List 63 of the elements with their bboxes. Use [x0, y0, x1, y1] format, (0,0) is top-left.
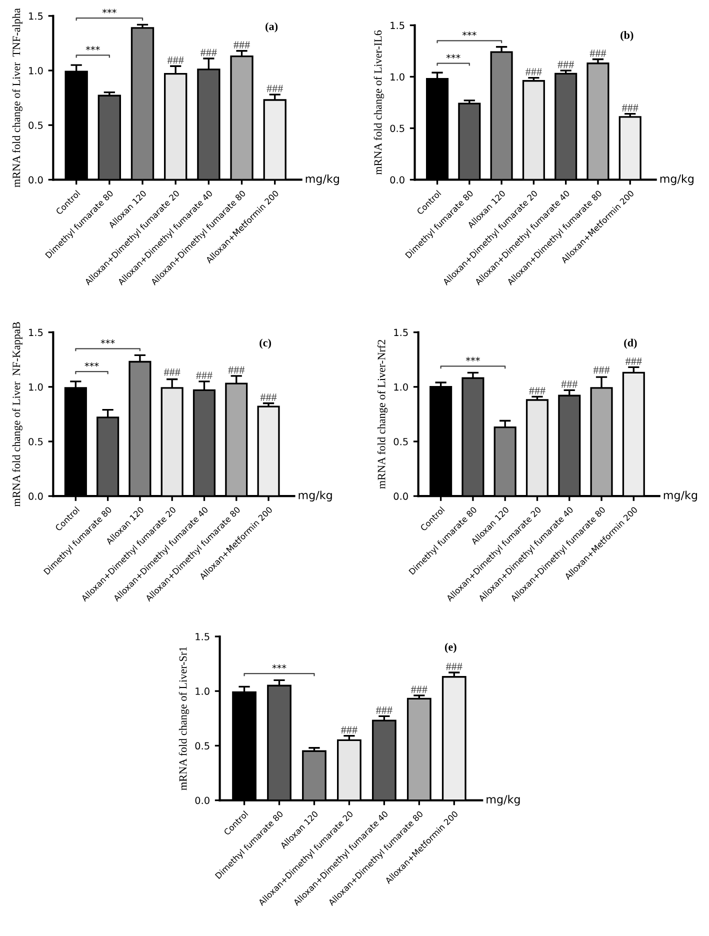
y-tick-label: 1.0: [196, 688, 210, 695]
annotation: ###: [446, 662, 462, 670]
annotation: (d): [624, 338, 637, 349]
y-axis-title: mRNA fold change of Liver-IL6: [374, 30, 384, 175]
y-tick-label: 0.5: [390, 124, 404, 132]
annotation: ###: [558, 60, 574, 68]
annotation: ***: [446, 54, 460, 59]
y-tick-label: 0.0: [195, 796, 210, 804]
annotation: ###: [526, 68, 542, 76]
annotation: ###: [266, 84, 283, 92]
x-axis-title: mg/kg: [298, 490, 332, 502]
y-tick-label: 1.0: [29, 383, 43, 391]
annotation: ###: [260, 394, 277, 401]
annotation: ###: [529, 387, 546, 394]
y-tick-label: 0.0: [28, 492, 43, 500]
y-tick-label: 1.0: [394, 383, 408, 391]
x-axis-title: mg/kg: [664, 490, 697, 502]
annotation: ###: [196, 372, 212, 380]
y-axis-title: mRNA fold change of Liver-Nrf2: [377, 340, 388, 489]
annotation: ###: [228, 366, 245, 374]
y-tick-label: 1.5: [196, 633, 210, 640]
annotation: ###: [376, 706, 392, 714]
annotation: ###: [590, 50, 606, 57]
annotation: ***: [100, 339, 115, 344]
annotation: ###: [626, 358, 642, 365]
y-axis-title: mRNA fold change of Liver-Sr1: [178, 646, 190, 790]
annotation: ***: [84, 362, 99, 367]
y-tick-label: 0.5: [28, 122, 43, 129]
y-tick-label: 0.5: [28, 438, 43, 446]
annotation: ***: [462, 31, 476, 36]
y-tick-label: 0.0: [28, 176, 43, 184]
x-axis-title: mg/kg: [486, 794, 520, 806]
y-tick-label: 0.5: [394, 438, 408, 446]
annotation: ###: [164, 368, 180, 376]
annotation: (a): [266, 22, 278, 32]
annotation: ###: [200, 48, 217, 56]
annotation: ***: [466, 356, 480, 362]
x-axis-title: mg/kg: [660, 174, 694, 186]
y-tick-label: 1.0: [390, 73, 404, 81]
annotation: ###: [593, 366, 610, 374]
annotation: ***: [86, 46, 100, 50]
y-tick-label: 0.0: [394, 492, 408, 500]
y-tick-label: 1.5: [390, 22, 404, 30]
annotation: (c): [260, 338, 271, 349]
text: ***: [102, 8, 116, 14]
y-axis-title: mRNA fold change of Liver NF-KappaB: [12, 322, 22, 507]
x-axis-title: mg/kg: [306, 174, 339, 186]
y-tick-label: 1.5: [29, 328, 43, 336]
annotation: ###: [411, 686, 428, 694]
y-tick-label: 1.5: [29, 12, 43, 20]
annotation: ###: [561, 380, 578, 388]
annotation: ###: [167, 56, 184, 64]
annotation: ***: [272, 664, 286, 669]
annotation: ###: [234, 41, 250, 48]
annotation: ###: [341, 726, 358, 734]
y-tick-label: 0.5: [195, 742, 210, 750]
y-tick-label: 1.0: [29, 66, 43, 74]
y-tick-label: 0.0: [390, 176, 404, 184]
annotation: (b): [620, 31, 634, 42]
y-tick-label: 1.5: [394, 328, 408, 336]
y-axis-title: mRNA fold change of Liver TNF-alpha: [12, 8, 22, 188]
annotation: ###: [622, 104, 638, 112]
annotation: (e): [444, 642, 456, 653]
